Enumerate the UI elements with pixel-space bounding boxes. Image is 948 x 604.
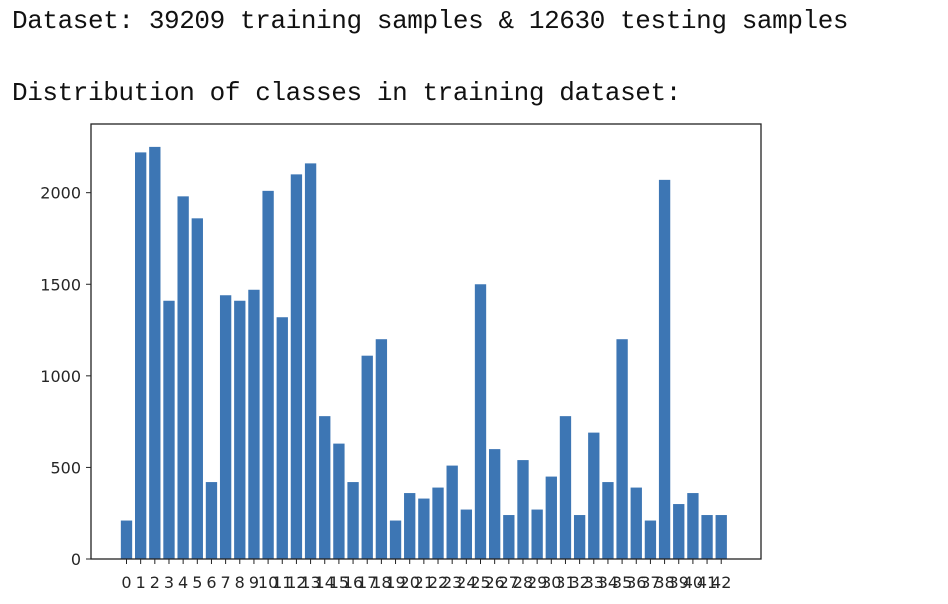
x-tick-label: 17 (357, 573, 377, 592)
x-tick-label: 36 (626, 573, 646, 592)
x-tick-label: 23 (442, 573, 462, 592)
x-tick-label: 22 (428, 573, 448, 592)
bar-class-41 (701, 515, 713, 559)
x-tick-label: 3 (164, 573, 174, 592)
x-tick-label: 24 (456, 573, 476, 592)
x-tick-label: 8 (235, 573, 245, 592)
y-tick-label: 0 (71, 550, 81, 569)
bar-class-16 (347, 482, 359, 559)
x-tick-label: 13 (300, 573, 320, 592)
x-tick-label: 33 (584, 573, 604, 592)
x-tick-label: 41 (697, 573, 717, 592)
bar-class-0 (120, 520, 133, 559)
x-tick-label: 35 (612, 573, 632, 592)
x-tick-label: 34 (598, 573, 618, 592)
bar-class-26 (489, 449, 501, 559)
bar-class-30 (545, 476, 557, 559)
x-tick-label: 20 (400, 573, 420, 592)
x-tick-label: 4 (178, 573, 188, 592)
x-tick-label: 18 (371, 573, 391, 592)
x-tick-label: 2 (150, 573, 160, 592)
x-tick-label: 32 (569, 573, 589, 592)
x-tick-label: 5 (192, 573, 202, 592)
bar-class-28 (517, 460, 529, 559)
x-tick-label: 11 (272, 573, 292, 592)
x-tick-label: 0 (121, 573, 131, 592)
bar-class-24 (460, 509, 473, 559)
bar-class-5 (191, 218, 203, 559)
bar-class-33 (588, 432, 600, 559)
x-tick-label: 37 (640, 573, 660, 592)
bar-class-36 (630, 487, 642, 559)
bar-class-25 (474, 284, 487, 559)
bar-class-20 (404, 493, 416, 559)
x-tick-label: 1 (136, 573, 146, 592)
bar-class-35 (616, 339, 628, 559)
x-tick-label: 40 (683, 573, 703, 592)
bar-class-19 (389, 520, 402, 559)
bar-class-3 (163, 300, 175, 559)
plot-frame (90, 123, 762, 560)
bar-class-40 (687, 493, 699, 559)
y-tick-label: 500 (50, 458, 81, 477)
x-tick-label: 27 (499, 573, 519, 592)
x-tick-label: 12 (286, 573, 306, 592)
x-tick-label: 30 (541, 573, 561, 592)
bar-class-21 (418, 498, 430, 559)
bar-class-2 (149, 146, 161, 559)
x-tick-label: 10 (258, 573, 278, 592)
bar-class-23 (446, 465, 458, 559)
bar-class-42 (715, 515, 727, 559)
bar-class-8 (234, 300, 246, 559)
bar-class-18 (375, 339, 388, 559)
distribution-heading-text: Distribution of classes in training data… (12, 78, 681, 108)
bar-class-27 (503, 515, 515, 559)
y-axis-ticks: 0 500 1000 1500 2000 (40, 184, 91, 569)
bar-class-39 (673, 504, 685, 559)
bar-class-15 (333, 443, 345, 559)
bar-class-12 (290, 174, 303, 559)
x-tick-label: 26 (484, 573, 504, 592)
bar-class-29 (531, 509, 543, 559)
x-tick-label: 31 (555, 573, 575, 592)
x-tick-label: 7 (221, 573, 231, 592)
x-tick-label: 19 (385, 573, 405, 592)
y-tick-label: 2000 (40, 184, 81, 203)
bar-class-32 (573, 515, 586, 559)
x-tick-label: 15 (329, 573, 349, 592)
x-tick-label: 38 (654, 573, 674, 592)
x-tick-label: 25 (470, 573, 490, 592)
bar-class-11 (276, 317, 288, 559)
bar-class-31 (559, 416, 572, 559)
bar-class-22 (432, 487, 444, 559)
bar-class-7 (219, 295, 232, 559)
x-tick-label: 21 (414, 573, 434, 592)
bar-class-6 (205, 482, 218, 559)
x-tick-label: 29 (527, 573, 547, 592)
x-tick-label: 9 (249, 573, 259, 592)
x-tick-label: 14 (315, 573, 335, 592)
bar-class-17 (361, 355, 373, 559)
x-axis-ticks: 0 1 2 3 4 5 6 7 8 9101112131415161718192021222324… (121, 559, 731, 592)
bar-class-34 (602, 482, 614, 559)
bar-class-14 (319, 416, 331, 559)
x-tick-label: 42 (711, 573, 731, 592)
bar-class-9 (248, 289, 260, 559)
bar-class-13 (304, 163, 317, 559)
x-tick-label: 39 (669, 573, 689, 592)
x-tick-label: 16 (343, 573, 363, 592)
bar-class-38 (658, 179, 671, 560)
dataset-summary-text: Dataset: 39209 training samples & 12630 … (12, 6, 849, 36)
bar-class-4 (177, 196, 189, 559)
y-tick-label: 1500 (40, 275, 81, 294)
bars-layer (120, 146, 727, 560)
x-tick-label: 6 (206, 573, 216, 592)
bar-class-10 (262, 190, 274, 559)
y-tick-label: 1000 (40, 367, 81, 386)
bar-class-1 (135, 152, 147, 559)
bar-class-37 (644, 520, 657, 559)
x-tick-label: 28 (513, 573, 533, 592)
